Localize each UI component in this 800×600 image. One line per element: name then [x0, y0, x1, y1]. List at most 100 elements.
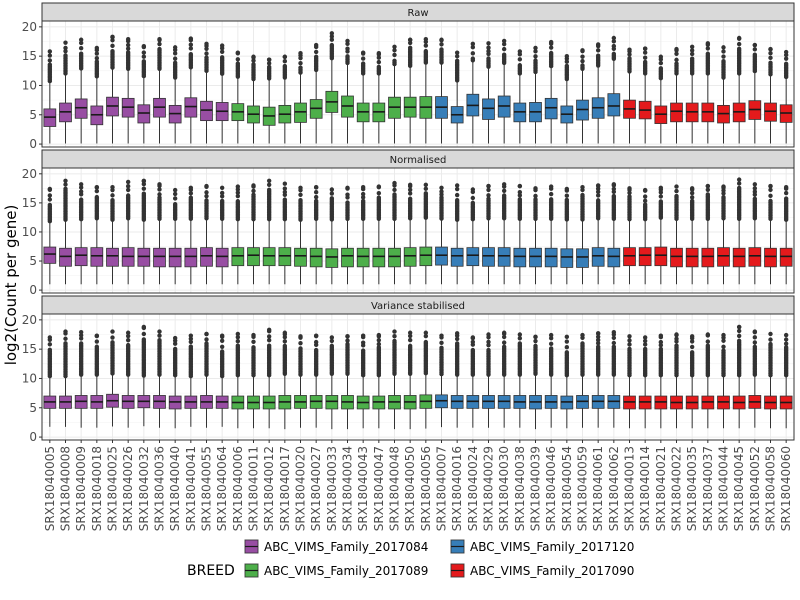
x-tick-label: SRX18040032: [137, 446, 151, 531]
box: [529, 247, 542, 268]
outlier-point: [501, 340, 507, 345]
outlier-point: [188, 195, 194, 200]
outlier-point: [392, 338, 397, 344]
y-tick-label: 5: [29, 254, 37, 268]
outlier-point: [219, 344, 225, 349]
box: [137, 104, 151, 124]
outlier-point: [783, 190, 789, 196]
box: [513, 247, 527, 268]
outlier-point: [768, 331, 773, 337]
outlier-point: [251, 345, 256, 350]
boxplot: [591, 183, 605, 285]
box: [153, 247, 166, 268]
box: [670, 247, 683, 268]
outlier-point: [611, 344, 617, 349]
outlier-point: [78, 197, 84, 202]
outlier-point: [157, 192, 162, 197]
boxplot: [748, 329, 762, 428]
outlier-point: [110, 335, 115, 340]
box: [732, 247, 746, 268]
outlier-point: [376, 345, 382, 350]
outlier-point: [204, 51, 209, 56]
boxplot: [591, 42, 605, 144]
box: [544, 247, 558, 268]
outlier-point: [533, 343, 538, 349]
y-tick-label: 10: [22, 371, 37, 385]
panel-background: [42, 314, 794, 440]
outlier-point: [329, 196, 335, 201]
x-tick-label: SRX18040025: [106, 446, 120, 531]
outlier-point: [94, 56, 100, 61]
boxplot: [59, 40, 72, 144]
x-tick-label: SRX18040013: [623, 446, 637, 531]
outlier-point: [345, 46, 350, 51]
outlier-point: [689, 51, 695, 57]
box: [43, 246, 57, 264]
boxplot: [121, 330, 135, 428]
outlier-point: [721, 338, 726, 343]
outlier-point: [188, 344, 194, 349]
box: [560, 248, 574, 268]
outlier-point: [721, 348, 726, 353]
outlier-point: [345, 185, 350, 190]
outlier-point: [752, 344, 758, 349]
outlier-point: [548, 197, 554, 202]
outlier-point: [78, 185, 84, 190]
outlier-point: [423, 333, 429, 339]
outlier-point: [564, 63, 570, 69]
y-tick-label: 5: [29, 108, 37, 122]
boxplot: [748, 42, 762, 144]
outlier-point: [517, 336, 523, 341]
outlier-point: [392, 180, 397, 186]
outlier-point: [768, 341, 773, 347]
outlier-point: [313, 190, 319, 195]
boxplot: [419, 36, 433, 144]
boxplot: [356, 50, 370, 144]
box: [607, 93, 621, 117]
boxplot: [764, 183, 777, 285]
outlier-point: [564, 197, 570, 203]
x-tick-label: SRX18040030: [497, 446, 511, 531]
x-tick-label: SRX18040034: [341, 446, 355, 531]
outlier-point: [110, 43, 115, 49]
outlier-point: [188, 191, 194, 196]
outlier-point: [517, 183, 523, 189]
outlier-point: [313, 347, 319, 353]
boxplot: [466, 187, 480, 285]
x-tick-label: SRX18040005: [43, 446, 57, 531]
outlier-point: [392, 44, 397, 49]
outlier-point: [768, 50, 773, 56]
outlier-point: [580, 63, 585, 68]
boxplot: [450, 331, 464, 428]
boxplot: [576, 48, 589, 144]
outlier-point: [783, 345, 789, 350]
outlier-point: [642, 187, 648, 193]
outlier-point: [674, 188, 679, 194]
box: [215, 247, 229, 268]
outlier-point: [282, 186, 288, 191]
boxplot: [513, 49, 527, 144]
outlier-point: [204, 198, 209, 203]
outlier-point: [533, 197, 538, 202]
outlier-point: [157, 46, 162, 52]
box: [701, 247, 715, 268]
outlier-point: [470, 51, 476, 56]
outlier-point: [642, 338, 648, 344]
outlier-point: [360, 61, 366, 66]
outlier-point: [360, 348, 366, 353]
outlier-point: [705, 192, 711, 197]
outlier-point: [47, 53, 53, 58]
outlier-point: [188, 339, 194, 345]
outlier-point: [329, 42, 335, 48]
outlier-point: [486, 41, 491, 46]
outlier-point: [219, 55, 225, 60]
outlier-point: [141, 337, 147, 342]
outlier-point: [658, 185, 664, 190]
x-tick-label: SRX18040039: [529, 446, 543, 531]
outlier-point: [517, 189, 523, 195]
boxplot: [325, 335, 339, 430]
outlier-point: [768, 198, 773, 204]
boxplot: [403, 182, 417, 285]
boxplot: [341, 185, 354, 285]
x-tick-label: SRX18040058: [764, 446, 778, 531]
